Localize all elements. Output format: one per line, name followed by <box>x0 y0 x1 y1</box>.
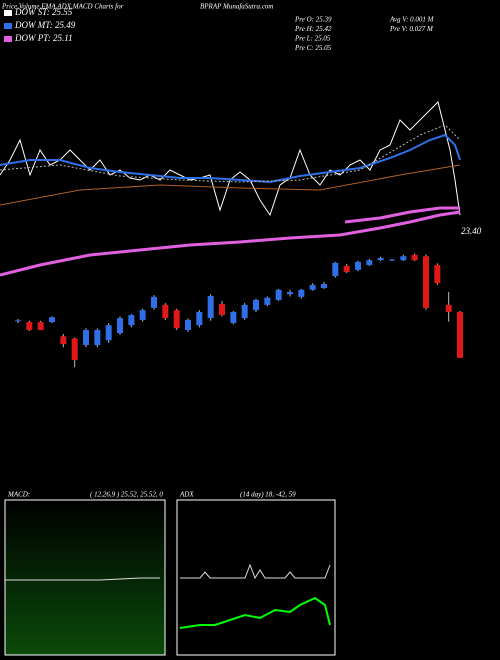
pt-line <box>0 210 461 277</box>
candle-body <box>298 289 305 297</box>
macd-panel <box>4 499 166 656</box>
candle-body <box>117 318 123 334</box>
candle-body <box>264 297 271 305</box>
stat-label: Pre L: 25.05 <box>294 35 331 43</box>
candle-body <box>343 265 350 273</box>
legend-label: DOW ST: 25.55 <box>14 7 73 17</box>
macd-params: ( 12,26,9 ) 25.52, 25.52, 0 <box>90 491 163 499</box>
candle-body <box>173 310 180 329</box>
candle-body <box>128 315 135 326</box>
candle-body <box>219 303 225 316</box>
candle-body <box>309 284 316 290</box>
candle-body <box>434 265 441 284</box>
candle-body <box>94 330 101 346</box>
stat-label: Pre H: 25.42 <box>294 25 332 33</box>
stat-label: Pre O: 25.39 <box>294 16 332 24</box>
candle-body <box>71 338 78 361</box>
candle-body <box>321 284 327 289</box>
candle-body <box>457 311 463 358</box>
candle-body <box>26 322 33 331</box>
legend-swatch <box>4 36 12 42</box>
candle-body <box>287 292 293 295</box>
adx-line <box>179 596 331 629</box>
candle-body <box>49 317 55 323</box>
candle-body <box>230 311 237 323</box>
candle-body <box>207 296 214 319</box>
legend-label: DOW MT: 25.49 <box>14 20 76 30</box>
candle-body <box>400 256 407 261</box>
pt-line <box>344 206 460 224</box>
stat-label: Pre C: 25.05 <box>294 44 332 52</box>
candle-body <box>389 259 395 261</box>
candle-body <box>275 289 282 300</box>
ema-line <box>0 101 461 217</box>
chart-title: Price,Volume,EMA,ADX,MACD Charts for <box>1 3 124 11</box>
candle-body <box>151 296 157 308</box>
candle-body <box>253 299 259 311</box>
candle-body <box>105 325 112 341</box>
macd-line <box>5 577 160 581</box>
legend-swatch <box>4 23 12 29</box>
candle-body <box>366 260 373 266</box>
candle-body <box>139 310 146 320</box>
candle-body <box>37 322 44 331</box>
candle-body <box>196 311 203 326</box>
annotation: 23.40 <box>461 226 482 236</box>
candle-body <box>411 254 418 261</box>
adx-line <box>180 563 331 580</box>
adx-params: (14 day) 18, -42, 59 <box>240 491 296 499</box>
ema-line <box>0 164 461 206</box>
candle-body <box>83 330 89 346</box>
ema-line <box>0 133 461 184</box>
candle-body <box>60 336 67 345</box>
candle-body <box>185 319 191 331</box>
candle-body <box>355 261 361 270</box>
legend-swatch <box>4 10 12 16</box>
adx-label: ADX <box>179 491 194 499</box>
candle-body <box>15 320 21 322</box>
candle-body <box>332 262 339 277</box>
ema-line <box>0 124 461 183</box>
candle-body <box>162 304 169 319</box>
stat-label: Avg V: 0.001 M <box>389 16 435 24</box>
macd-label: MACD: <box>7 491 30 499</box>
chart-subtitle: BPRAP MunafaSutra.com <box>200 3 273 11</box>
legend-label: DOW PT: 25.11 <box>14 33 73 43</box>
candle-body <box>241 304 248 319</box>
candle-body <box>445 304 452 312</box>
stat-label: Pre V: 0.027 M <box>389 25 434 33</box>
candle-body <box>377 257 384 261</box>
candle-body <box>423 256 429 308</box>
